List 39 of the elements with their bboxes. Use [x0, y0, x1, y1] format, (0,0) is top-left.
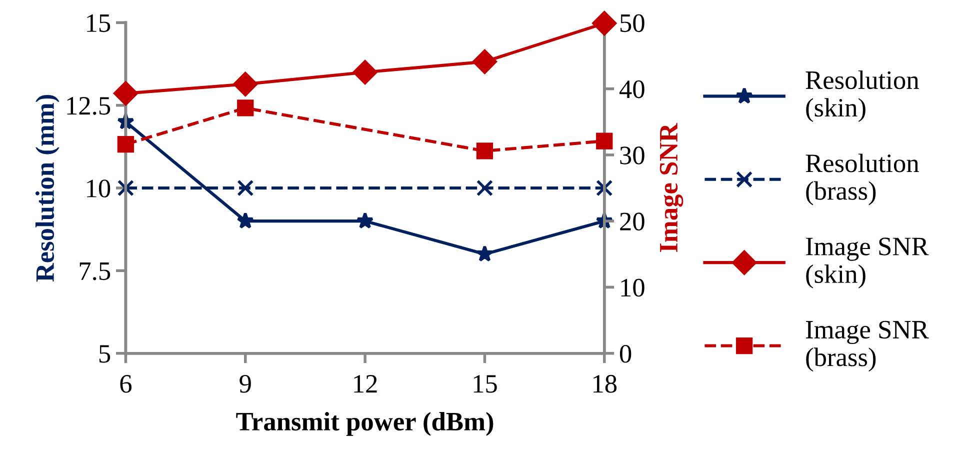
legend-label: Resolution (brass)	[806, 154, 919, 206]
point	[237, 100, 254, 116]
point	[233, 72, 258, 96]
legend-label: Image SNR (brass)	[806, 320, 929, 372]
point	[476, 142, 494, 160]
point	[236, 212, 254, 229]
point	[592, 11, 617, 36]
point	[472, 49, 497, 74]
y-axis-title: Resolution (mm)	[35, 94, 60, 282]
y-tick-label: 10	[87, 180, 110, 198]
point	[352, 60, 378, 84]
point	[476, 180, 494, 196]
x-tick-label: 12	[354, 375, 377, 392]
y2-tick-label: 20	[620, 212, 644, 230]
point	[596, 132, 613, 150]
legend-label: Resolution (skin)	[806, 70, 919, 122]
y2-tick-label: 40	[619, 80, 644, 98]
point	[117, 136, 134, 153]
y-tick-label: 5	[99, 345, 110, 363]
x-tick-label: 9	[240, 375, 251, 393]
point	[114, 81, 138, 106]
x-tick-label: 6	[120, 375, 132, 393]
point	[476, 245, 494, 262]
point	[596, 180, 613, 196]
legend-label: Image SNR (skin)	[806, 238, 929, 288]
y2-tick-label: 50	[620, 14, 644, 32]
y2-tick-label: 0	[620, 344, 632, 363]
point	[356, 212, 374, 229]
y2-tick-label: 10	[621, 278, 644, 297]
y2-tick-label: 30	[620, 146, 644, 164]
x-tick-label: 15	[474, 375, 497, 393]
x-axis-title: Transmit power (dBm)	[236, 412, 494, 436]
point	[237, 180, 254, 196]
x-tick-label: 18	[594, 374, 617, 393]
y2-axis-title: Image SNR	[660, 122, 684, 252]
point	[117, 180, 134, 196]
y-tick-label: 7.5	[80, 262, 110, 280]
y-tick-label: 15	[87, 14, 110, 32]
y-tick-label: 12.5	[67, 97, 110, 115]
